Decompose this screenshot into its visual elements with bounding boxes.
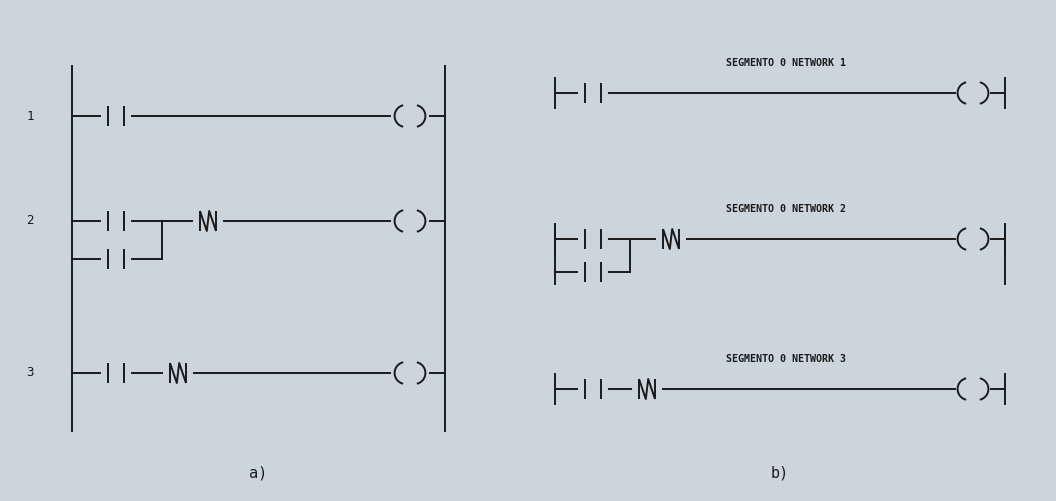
Text: 1: 1	[26, 110, 34, 123]
Text: SEGMENTO 0 NETWORK 3: SEGMENTO 0 NETWORK 3	[727, 354, 846, 364]
Text: a): a)	[249, 465, 267, 480]
Text: 2: 2	[26, 214, 34, 227]
Text: 3: 3	[26, 367, 34, 379]
Text: SEGMENTO 0 NETWORK 1: SEGMENTO 0 NETWORK 1	[727, 58, 846, 68]
Text: SEGMENTO 0 NETWORK 2: SEGMENTO 0 NETWORK 2	[727, 204, 846, 214]
Text: b): b)	[771, 465, 789, 480]
